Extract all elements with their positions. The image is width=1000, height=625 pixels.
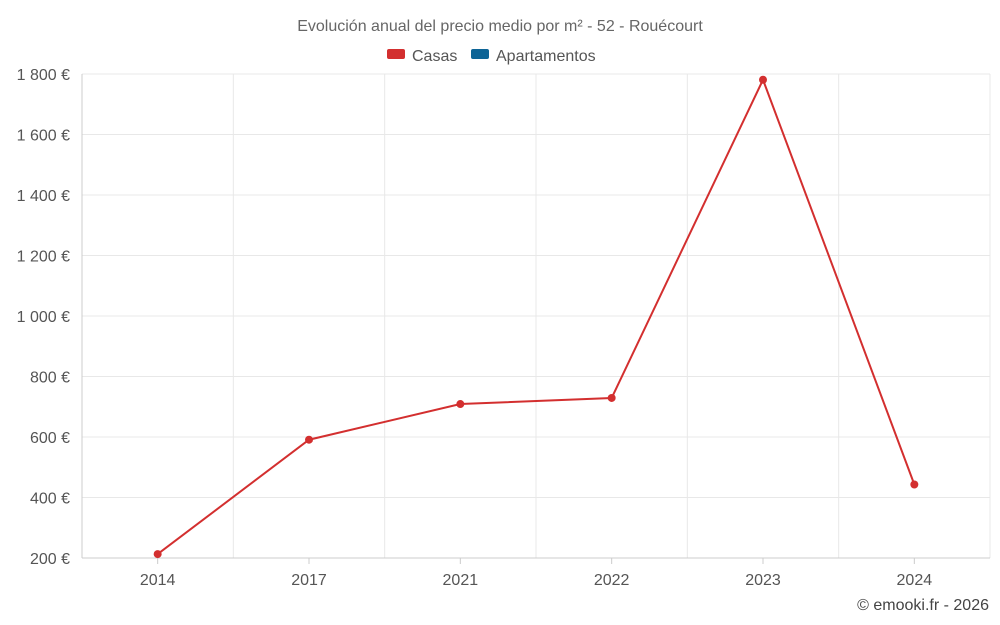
data-point-casas[interactable] <box>153 550 162 559</box>
x-tick-label: 2021 <box>443 572 479 589</box>
y-tick-label: 1 200 € <box>17 249 70 266</box>
data-point-casas[interactable] <box>910 480 919 489</box>
plot-area <box>153 75 919 559</box>
x-axis: 2014 2017 2021 2022 2023 2024 <box>82 557 990 589</box>
y-tick-label: 800 € <box>30 370 70 387</box>
data-point-casas[interactable] <box>305 435 313 444</box>
y-tick-label: 600 € <box>30 430 70 447</box>
y-tick-label: 200 € <box>30 551 70 568</box>
credit-text: © emooki.fr - 2026 <box>857 597 989 614</box>
series-line-casas <box>157 77 916 555</box>
x-tick-label: 2024 <box>897 572 933 589</box>
legend-swatch-apartamentos <box>471 49 489 59</box>
data-point-casas[interactable] <box>456 400 465 409</box>
chart-title: Evolución anual del precio medio por m² … <box>297 18 703 35</box>
legend-label-casas[interactable]: Casas <box>412 48 457 65</box>
y-tick-label: 1 400 € <box>17 188 70 205</box>
y-tick-label: 1 000 € <box>17 309 70 326</box>
legend-label-apartamentos[interactable]: Apartamentos <box>496 48 596 65</box>
x-tick-label: 2022 <box>594 572 630 589</box>
legend-swatch-casas <box>387 49 405 59</box>
y-tick-label: 1 600 € <box>17 128 70 145</box>
data-point-casas[interactable] <box>607 393 616 402</box>
data-point-casas[interactable] <box>759 75 767 84</box>
y-axis: 200 € 400 € 600 € 800 € 1 000 € 1 200 € 1 400 … <box>17 67 83 568</box>
x-tick-label: 2023 <box>745 572 781 589</box>
x-tick-label: 2014 <box>140 572 176 589</box>
legend: Casas Apartamentos <box>387 48 596 65</box>
y-tick-label: 1 800 € <box>17 67 70 84</box>
x-tick-label: 2017 <box>291 572 327 589</box>
grid <box>81 73 991 559</box>
y-tick-label: 400 € <box>30 491 70 508</box>
